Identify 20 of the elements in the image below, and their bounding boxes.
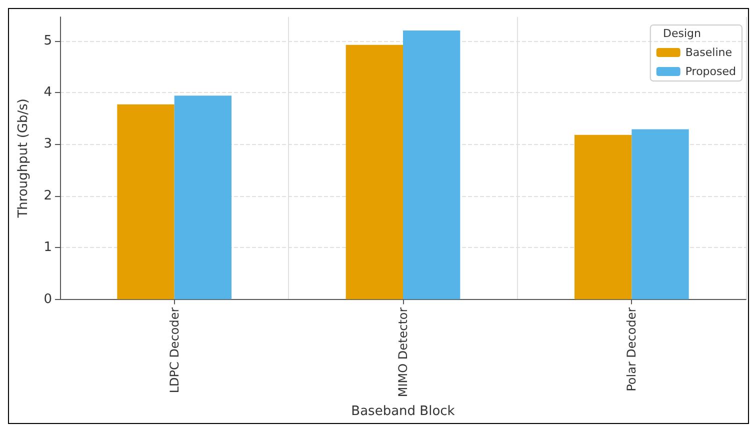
y-axis-title: Throughput (Gb/s) [16, 98, 31, 219]
legend-label: Baseline [685, 46, 732, 59]
y-tick-label: 5 [44, 33, 52, 48]
y-tick-label: 1 [44, 240, 52, 256]
y-tick-label: 4 [44, 84, 52, 100]
y-tick-label: 3 [44, 136, 52, 152]
y-tick-label: 2 [44, 188, 52, 204]
legend-label: Proposed [685, 65, 736, 78]
x-tick-label: LDPC Decoder [167, 307, 182, 394]
bar [403, 30, 460, 300]
bar [174, 96, 232, 300]
x-tick-label: Polar Decoder [624, 307, 639, 392]
x-tick-label: MIMO Detector [396, 307, 410, 398]
x-axis-title: Baseband Block [351, 404, 456, 419]
bar [117, 104, 174, 300]
bar [632, 129, 689, 300]
legend-title: Design [663, 27, 702, 40]
y-tick-label: 0 [44, 292, 52, 307]
bar [346, 44, 403, 300]
bar [574, 134, 632, 300]
